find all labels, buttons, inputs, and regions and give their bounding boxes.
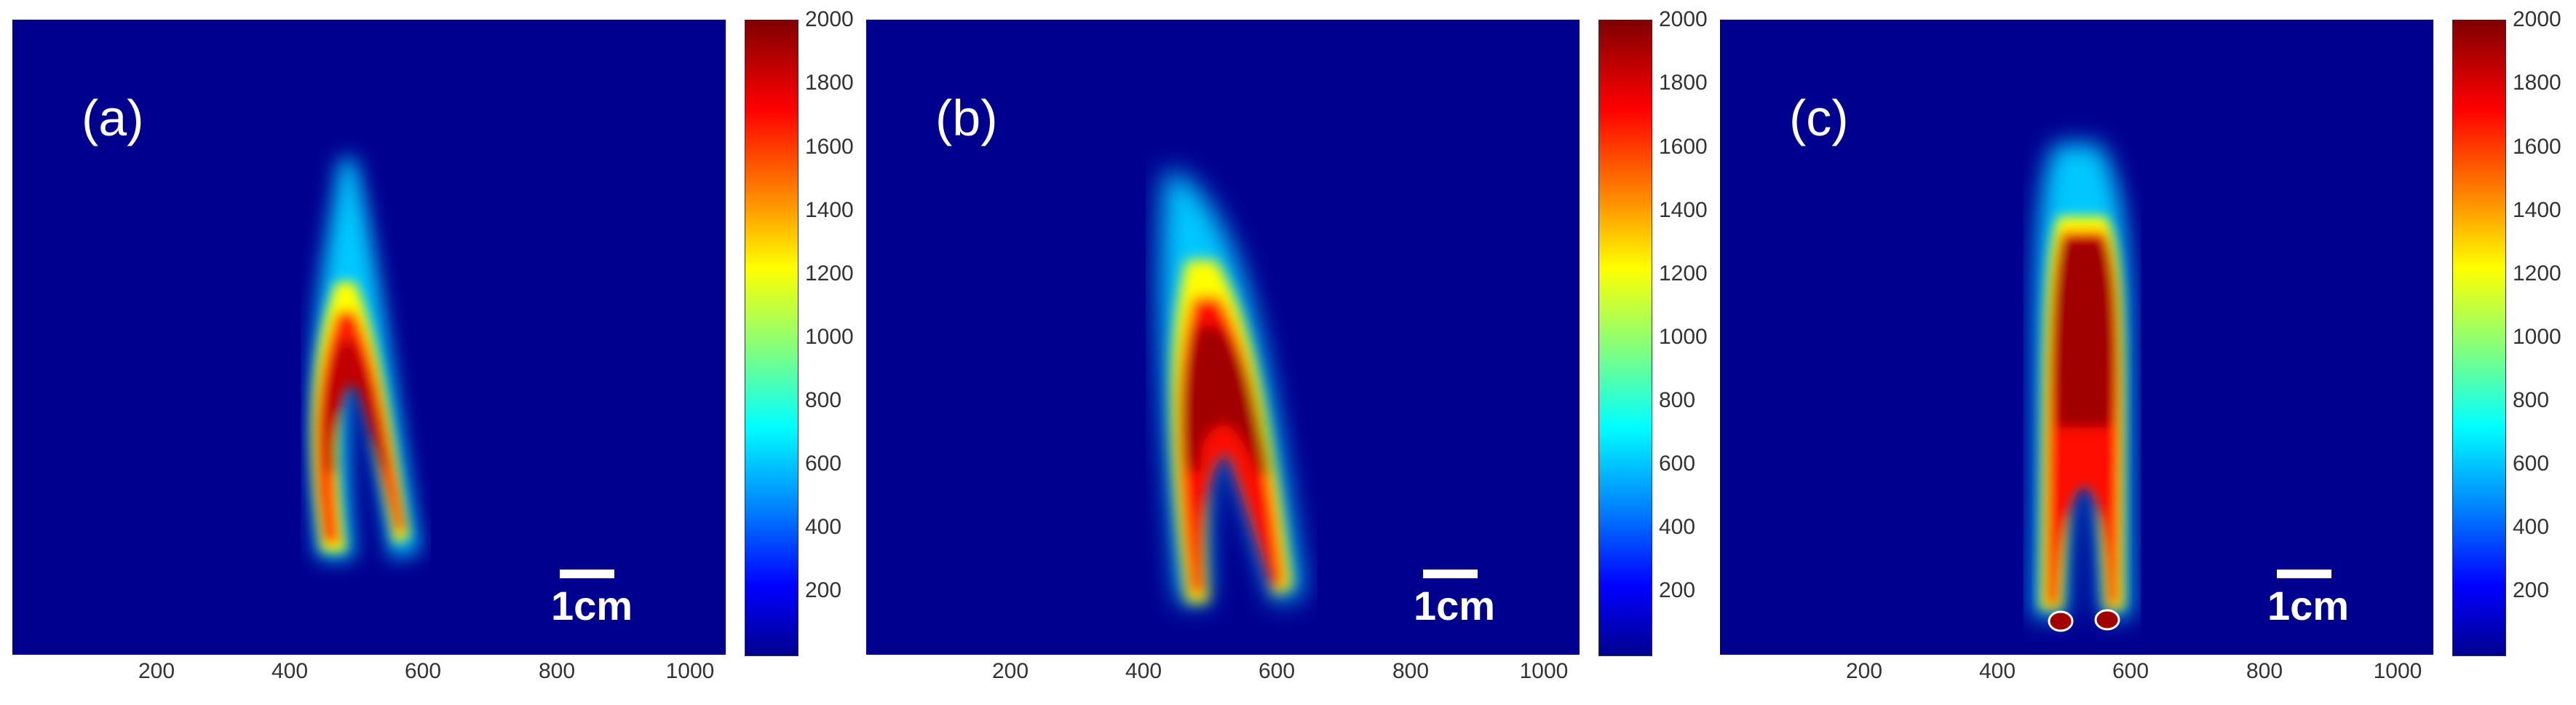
colorbar-tick: 1800 <box>805 71 854 95</box>
scale-bar-label: 1cm <box>1414 583 1496 629</box>
colorbar <box>2452 20 2506 656</box>
colorbar-tick: 800 <box>1659 388 1696 412</box>
colorbar-tick: 600 <box>2513 452 2550 476</box>
colorbar-tick: 1200 <box>2513 261 2561 285</box>
x-tick: 800 <box>1392 659 1430 683</box>
scale-bar <box>1423 570 1478 578</box>
x-tick: 400 <box>271 659 309 683</box>
x-tick: 200 <box>138 659 175 683</box>
particle-right <box>2094 609 2120 631</box>
colorbar-tick: 1000 <box>1659 325 1708 349</box>
x-tick: 800 <box>2246 659 2283 683</box>
scale-bar-label: 1cm <box>2267 583 2350 629</box>
colorbar-tick: 1800 <box>1659 71 1708 95</box>
panel-label: (c) <box>1789 90 1849 146</box>
image-plot-c: (c) 1cm <box>1720 20 2433 655</box>
x-tick: 400 <box>1978 659 2016 683</box>
panel-label: (b) <box>935 90 998 146</box>
x-tick: 400 <box>1125 659 1162 683</box>
colorbar-tick: 800 <box>805 388 842 412</box>
colorbar-tick: 1200 <box>805 261 854 285</box>
colorbar-tick: 800 <box>2513 388 2550 412</box>
x-tick: 200 <box>1845 659 1883 683</box>
x-tick: 600 <box>1258 659 1296 683</box>
x-tick: 1000 <box>2373 659 2422 683</box>
colorbar-tick: 1000 <box>805 325 854 349</box>
colorbar-tick: 600 <box>805 452 842 476</box>
image-plot-b: (b) 1cm <box>866 20 1580 655</box>
image-plot-a: (a) 1cm <box>12 20 726 655</box>
colorbar <box>1598 20 1652 656</box>
x-tick: 1000 <box>1519 659 1569 683</box>
particle-left <box>2048 610 2074 632</box>
colorbar-tick: 1600 <box>1659 135 1708 159</box>
panel-label: (a) <box>82 90 144 146</box>
x-tick: 600 <box>2112 659 2149 683</box>
scale-bar <box>2277 570 2331 578</box>
x-tick: 800 <box>538 659 576 683</box>
colorbar-tick: 2000 <box>805 7 854 31</box>
x-tick: 200 <box>991 659 1029 683</box>
colorbar-tick: 1800 <box>2513 71 2561 95</box>
colorbar-tick: 1600 <box>805 135 854 159</box>
colorbar-tick: 400 <box>2513 515 2550 539</box>
scale-bar <box>560 570 614 578</box>
colorbar-tick: 2000 <box>1659 7 1708 31</box>
colorbar-tick: 1400 <box>1659 198 1708 222</box>
colorbar-tick: 1200 <box>1659 261 1708 285</box>
colorbar-tick: 1400 <box>2513 198 2561 222</box>
flame-image-a <box>312 158 420 559</box>
colorbar-tick: 600 <box>1659 452 1696 476</box>
x-tick: 600 <box>404 659 442 683</box>
colorbar-tick: 2000 <box>2513 7 2561 31</box>
x-tick: 1000 <box>665 659 715 683</box>
colorbar <box>745 20 798 656</box>
colorbar-tick: 400 <box>1659 515 1696 539</box>
colorbar-tick: 1000 <box>2513 325 2561 349</box>
colorbar-tick: 200 <box>1659 578 1696 602</box>
colorbar-tick: 200 <box>2513 578 2550 602</box>
flame-image-c <box>2033 143 2131 632</box>
colorbar-tick: 200 <box>805 578 842 602</box>
colorbar-tick: 1600 <box>2513 135 2561 159</box>
scale-bar-label: 1cm <box>551 583 633 629</box>
flame-image-b <box>1160 173 1303 602</box>
colorbar-tick: 400 <box>805 515 842 539</box>
colorbar-tick: 1400 <box>805 198 854 222</box>
